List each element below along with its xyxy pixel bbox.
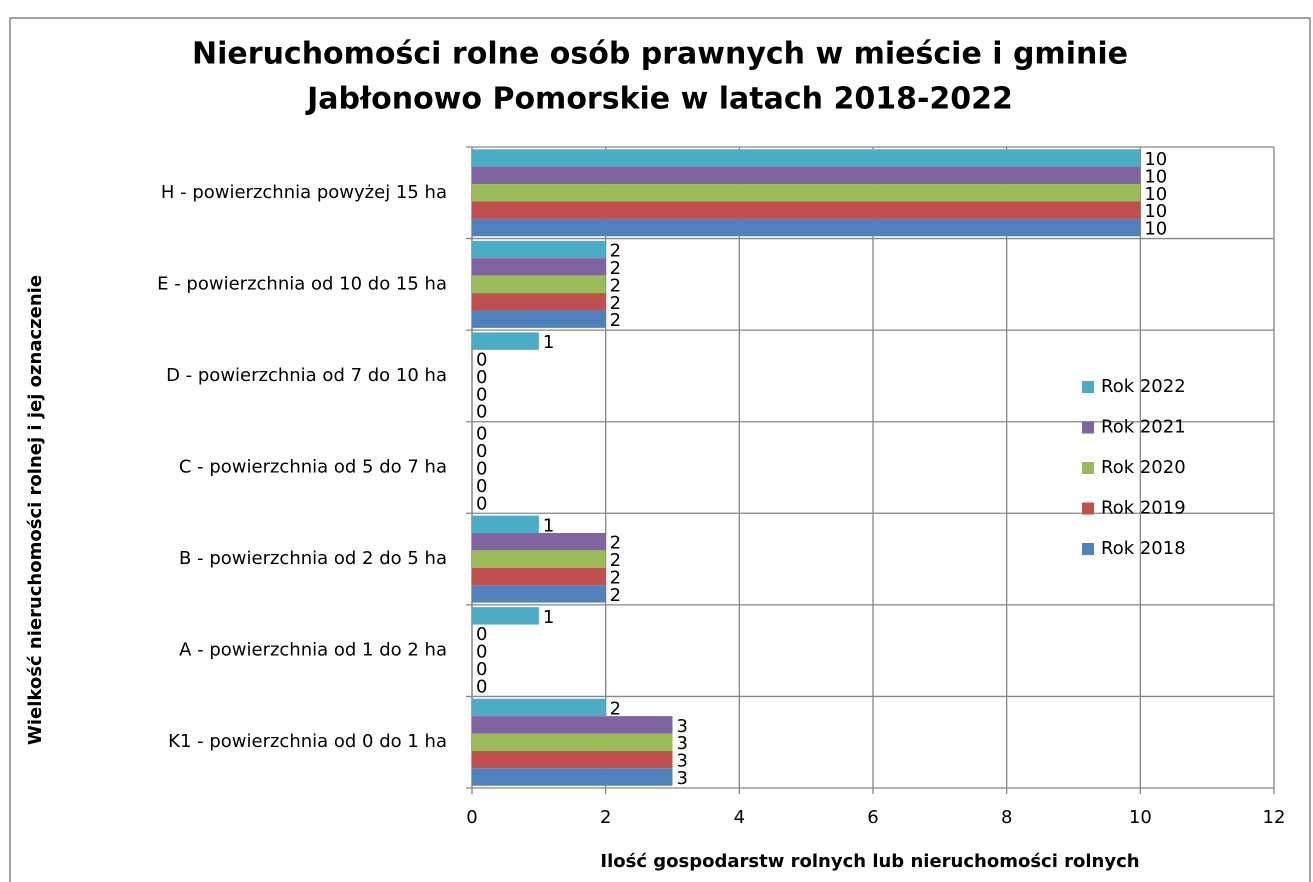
legend-swatch [1082, 421, 1094, 434]
data-label: 0 [476, 350, 487, 371]
data-label: 0 [476, 384, 487, 405]
data-label: 0 [476, 624, 487, 645]
data-label: 2 [610, 567, 621, 588]
data-label: 0 [476, 676, 487, 697]
chart-title: Jabłonowo Pomorskie w latach 2018-2022 [305, 82, 1013, 117]
data-label: 1 [543, 607, 554, 628]
x-tick-label: 6 [867, 807, 878, 828]
x-tick-label: 4 [734, 807, 745, 828]
data-label: 0 [476, 659, 487, 680]
data-label: 0 [476, 424, 487, 445]
legend-swatch [1082, 381, 1094, 393]
bar [472, 716, 673, 734]
data-label: 2 [610, 698, 621, 719]
data-label: 1 [543, 332, 554, 353]
bar [472, 201, 1141, 219]
y-tick-label: D - powierzchnia od 7 do 10 ha [166, 365, 447, 386]
bar [472, 166, 1141, 185]
bar [472, 733, 673, 751]
bar [472, 258, 606, 276]
x-tick-label: 8 [1001, 807, 1012, 828]
x-tick-label: 2 [600, 807, 611, 828]
y-tick-label: A - powierzchnia od 1 do 2 ha [179, 640, 447, 661]
data-label: 2 [610, 275, 621, 296]
bar [472, 532, 606, 551]
bar [472, 768, 673, 786]
data-label: 0 [476, 476, 487, 497]
x-tick-label: 12 [1263, 807, 1286, 828]
data-label: 3 [677, 716, 688, 737]
data-label: 0 [476, 493, 487, 514]
bar [472, 332, 539, 350]
chart-title: Nieruchomości rolne osób prawnych w mieś… [192, 37, 1128, 72]
x-tick-label: 10 [1129, 807, 1152, 828]
data-label: 2 [610, 258, 621, 279]
y-axis-label: Wielkość nieruchomości rolnej i jej ozna… [25, 275, 46, 745]
legend-label: Rok 2019 [1101, 498, 1186, 519]
bar [472, 275, 606, 294]
bar [472, 310, 606, 328]
legend-label: Rok 2021 [1101, 417, 1186, 438]
y-tick-label: C - powierzchnia od 5 do 7 ha [179, 457, 447, 478]
bar [472, 240, 606, 259]
data-label: 3 [677, 733, 688, 754]
data-label: 0 [476, 459, 487, 480]
data-label: 2 [610, 310, 621, 331]
y-tick-label: H - powierzchnia powyżej 15 ha [161, 182, 447, 203]
legend-label: Rok 2018 [1101, 538, 1186, 559]
bar [472, 585, 606, 603]
bar [472, 218, 1141, 237]
legend-swatch [1082, 543, 1094, 555]
data-label: 2 [610, 550, 621, 571]
data-label: 3 [677, 768, 688, 789]
legend-label: Rok 2020 [1101, 457, 1186, 478]
bar [472, 567, 606, 586]
data-label: 2 [610, 241, 621, 262]
data-label: 2 [610, 585, 621, 606]
legend-label: Rok 2022 [1101, 376, 1186, 397]
data-label: 0 [476, 642, 487, 663]
legend-swatch [1082, 462, 1094, 474]
data-label: 10 [1144, 149, 1167, 170]
y-tick-label: K1 - powierzchnia od 0 do 1 ha [168, 731, 447, 752]
data-label: 10 [1144, 219, 1167, 240]
y-tick-label: E - powierzchnia od 10 do 15 ha [157, 273, 447, 294]
bar [472, 515, 539, 533]
bar [472, 607, 539, 625]
data-label: 0 [476, 367, 487, 388]
bar [472, 550, 606, 568]
x-axis-label: Ilość gospodarstw rolnych lub nieruchomo… [600, 851, 1139, 872]
data-label: 0 [476, 402, 487, 423]
bar [472, 750, 673, 769]
bar [472, 184, 1141, 202]
data-label: 1 [543, 515, 554, 536]
data-label: 2 [610, 293, 621, 314]
data-label: 3 [677, 751, 688, 772]
data-label: 10 [1144, 166, 1167, 187]
data-label: 10 [1144, 184, 1167, 205]
bar [472, 293, 606, 311]
bar [472, 149, 1141, 167]
data-label: 0 [476, 441, 487, 462]
data-label: 10 [1144, 201, 1167, 222]
x-tick-label: 0 [466, 807, 477, 828]
legend-swatch [1082, 502, 1094, 515]
y-tick-label: B - powierzchnia od 2 do 5 ha [179, 548, 447, 569]
bar [472, 698, 606, 717]
data-label: 2 [610, 533, 621, 554]
